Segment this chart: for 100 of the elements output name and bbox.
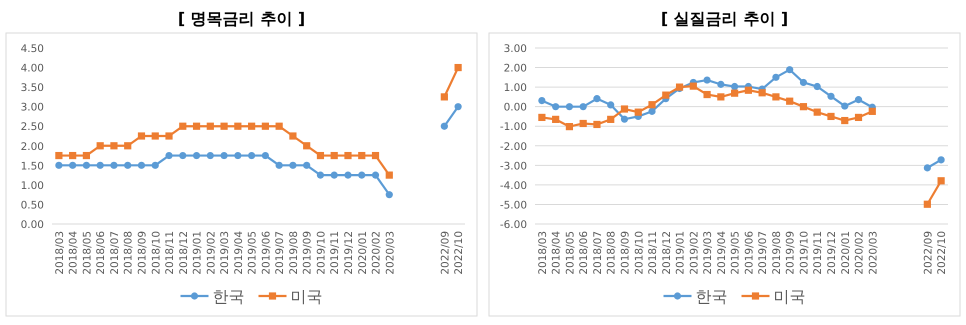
x-tick-label: 2018/03	[54, 231, 66, 275]
point	[607, 116, 614, 123]
x-tick-label: 2018/04	[550, 230, 563, 275]
x-tick-label: 2019/12	[342, 231, 355, 275]
point	[786, 98, 794, 105]
point	[772, 93, 780, 100]
x-tick-label: 2019/09	[784, 231, 797, 275]
point	[138, 132, 146, 140]
point	[580, 120, 587, 128]
x-tick-label: 2019/01	[192, 231, 204, 275]
x-tick-label: 2019/04	[716, 230, 728, 275]
y-tick-label: 0.00	[504, 102, 527, 114]
x-tick-label: 2018/07	[108, 231, 121, 275]
y-tick-label: -5.00	[500, 199, 527, 212]
point	[69, 152, 76, 160]
point	[566, 103, 574, 110]
x-tick-label: 2019/03	[219, 231, 232, 275]
x-tick-label: 2019/06	[260, 230, 272, 275]
x-tick-label: 2019/07	[757, 231, 770, 275]
point	[344, 172, 352, 179]
x-tick-label: 2018/04	[68, 230, 80, 275]
point	[731, 82, 738, 90]
legend-label: 한국	[212, 287, 244, 306]
x-tick-label: 2019/05	[246, 231, 259, 275]
y-tick-label: 0.50	[20, 199, 44, 212]
point	[800, 103, 808, 110]
point	[566, 123, 574, 130]
x-tick-label: 2019/06	[743, 230, 756, 275]
point	[165, 152, 173, 160]
x-tick-label: 2018/06	[95, 230, 108, 275]
y-tick-label: 4.50	[20, 43, 44, 55]
point	[938, 156, 945, 164]
point	[854, 114, 862, 122]
y-tick-label: -6.00	[500, 219, 527, 231]
x-tick-label: 2018/12	[178, 231, 190, 275]
y-tick-label: 3.50	[20, 82, 44, 94]
x-tick-label: 2018/11	[647, 231, 660, 275]
x-tick-label: 2020/02	[854, 231, 866, 275]
x-tick-label: 2019/02	[688, 231, 700, 275]
x-tick-label: 2018/10	[150, 231, 162, 275]
x-tick-label: 2019/10	[315, 231, 328, 275]
point	[440, 93, 448, 100]
x-tick-label: 2020/03	[384, 231, 396, 275]
point	[648, 108, 656, 115]
point	[634, 108, 642, 116]
x-tick-label: 2019/07	[274, 231, 286, 275]
y-tick-label: 2.50	[20, 121, 44, 134]
y-tick-label: 3.00	[504, 43, 527, 55]
x-tick-label: 2020/02	[370, 231, 383, 275]
point	[330, 172, 338, 179]
point	[179, 122, 186, 130]
point	[454, 103, 462, 110]
y-tick-label: 1.00	[20, 180, 44, 192]
point	[800, 78, 808, 86]
x-tick-label: 2019/11	[329, 231, 342, 275]
point	[593, 120, 601, 128]
point	[744, 86, 752, 94]
x-tick-label: 2022/09	[922, 231, 934, 275]
point	[276, 122, 283, 130]
x-tick-label: 2019/03	[702, 231, 714, 275]
x-tick-label: 2020/01	[356, 231, 369, 275]
point	[303, 142, 310, 150]
point	[607, 101, 614, 109]
point	[440, 122, 448, 130]
x-tick-label: 2018/08	[122, 231, 135, 275]
point	[924, 164, 931, 172]
point	[731, 90, 738, 97]
point	[717, 93, 724, 100]
point	[55, 152, 62, 160]
point	[344, 152, 352, 160]
point	[220, 152, 228, 160]
point	[82, 152, 90, 160]
point	[82, 162, 90, 169]
y-tick-label: -2.00	[500, 140, 527, 153]
point	[96, 162, 104, 169]
point	[289, 132, 297, 140]
x-tick-label: 2019/02	[205, 231, 218, 275]
point	[358, 152, 366, 160]
x-tick-label: 2019/11	[812, 231, 824, 275]
point	[841, 116, 848, 124]
point	[814, 108, 821, 116]
y-tick-label: -3.00	[500, 160, 527, 172]
point	[316, 152, 324, 160]
point	[124, 162, 132, 169]
x-tick-label: 2018/09	[136, 231, 148, 275]
point	[165, 132, 173, 140]
point	[152, 132, 159, 140]
point	[358, 172, 366, 179]
y-tick-label: 3.00	[20, 102, 44, 114]
y-tick-label: 4.00	[20, 62, 44, 75]
x-tick-label: 2018/08	[606, 231, 618, 275]
y-tick-label: 2.00	[504, 62, 527, 75]
point	[538, 114, 546, 122]
point	[110, 142, 118, 150]
point	[620, 105, 628, 113]
point	[924, 200, 931, 208]
point	[206, 122, 214, 130]
point	[372, 152, 380, 160]
point	[772, 74, 780, 81]
x-tick-label: 2022/09	[439, 231, 452, 275]
